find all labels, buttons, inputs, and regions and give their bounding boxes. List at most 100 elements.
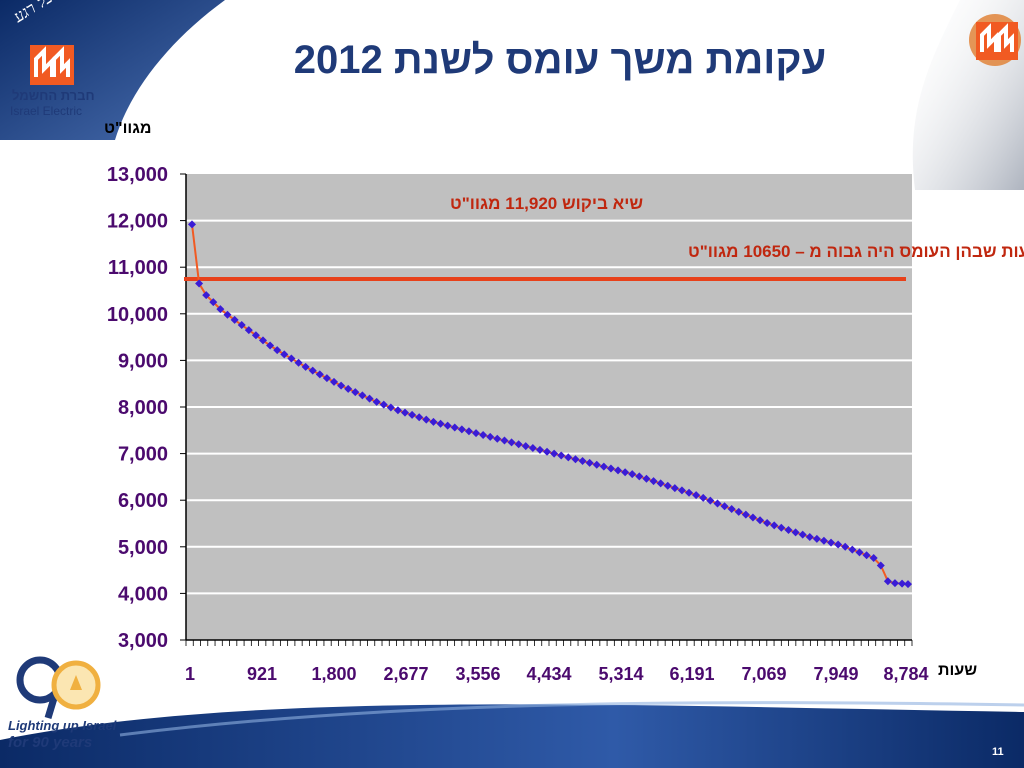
data-point bbox=[599, 462, 608, 471]
data-point bbox=[401, 408, 410, 417]
data-point bbox=[408, 410, 417, 419]
slide-number: 11 bbox=[992, 746, 1004, 758]
data-point bbox=[635, 472, 644, 481]
data-point bbox=[472, 429, 481, 438]
company-name-english: Israel Electric bbox=[10, 104, 83, 118]
y-tick-label: 3,000 bbox=[118, 630, 168, 652]
x-tick-label: 1,800 bbox=[311, 664, 356, 684]
data-point bbox=[656, 479, 665, 488]
data-point bbox=[244, 326, 253, 335]
data-point bbox=[514, 440, 523, 449]
data-point bbox=[777, 523, 786, 532]
data-point bbox=[578, 457, 587, 466]
y-tick-label: 5,000 bbox=[118, 537, 168, 559]
data-point bbox=[415, 413, 424, 422]
peak-annotation: שיא ביקוש 11,920 מגוו"ט bbox=[450, 194, 643, 213]
data-point bbox=[216, 305, 225, 314]
y-tick-label: 8,000 bbox=[118, 397, 168, 419]
data-point bbox=[301, 362, 310, 371]
y-tick-label: 10,000 bbox=[107, 304, 168, 326]
data-point bbox=[699, 493, 708, 502]
data-point bbox=[677, 486, 686, 495]
data-point bbox=[890, 579, 899, 588]
data-point bbox=[663, 481, 672, 490]
data-point bbox=[237, 320, 246, 329]
anniversary-line-2: for 90 years bbox=[8, 734, 93, 751]
top-left-swoosh bbox=[0, 0, 225, 140]
data-point bbox=[315, 370, 324, 379]
y-tick-label: 12,000 bbox=[107, 211, 168, 233]
data-point bbox=[266, 341, 275, 350]
slide-title: עקומת משך עומס לשנת 2012 bbox=[293, 38, 827, 82]
data-point bbox=[827, 538, 836, 547]
y-tick-label: 4,000 bbox=[118, 583, 168, 605]
data-point bbox=[557, 451, 566, 460]
iec-logo-right-icon bbox=[976, 22, 1018, 60]
y-tick-label: 11,000 bbox=[108, 257, 168, 279]
data-point bbox=[564, 453, 573, 462]
data-point bbox=[727, 505, 736, 514]
data-point bbox=[855, 548, 864, 557]
data-point bbox=[649, 477, 658, 486]
data-point bbox=[685, 488, 694, 497]
x-tick-label: 7,069 bbox=[741, 664, 786, 684]
bottom-wave-highlight bbox=[119, 701, 1024, 737]
data-point bbox=[443, 421, 452, 430]
data-point bbox=[280, 350, 289, 359]
data-point bbox=[436, 419, 445, 428]
x-tick-label: 4,434 bbox=[526, 664, 571, 684]
data-point bbox=[386, 403, 395, 412]
data-point bbox=[706, 496, 715, 505]
data-point bbox=[230, 315, 239, 324]
data-point bbox=[351, 388, 360, 397]
data-point bbox=[273, 346, 282, 355]
anniversary-line-1: Lighting up Israel bbox=[8, 718, 117, 733]
data-point bbox=[457, 425, 466, 434]
data-point bbox=[592, 460, 601, 469]
data-point bbox=[308, 366, 317, 375]
anniversary-90-icon bbox=[16, 656, 101, 720]
data-point bbox=[535, 445, 544, 454]
data-point bbox=[223, 310, 232, 319]
x-axis-label: שעות bbox=[938, 662, 978, 679]
y-tick-label: 6,000 bbox=[118, 490, 168, 512]
data-point bbox=[422, 415, 431, 424]
y-tick-label: 13,000 bbox=[107, 164, 168, 186]
data-point bbox=[287, 354, 296, 363]
data-point bbox=[734, 507, 743, 516]
data-point bbox=[763, 519, 772, 528]
data-point bbox=[550, 449, 559, 458]
data-point bbox=[493, 434, 502, 443]
data-point bbox=[770, 521, 779, 530]
y-tick-label: 7,000 bbox=[118, 444, 168, 466]
y-tick-label: 9,000 bbox=[118, 350, 168, 372]
data-point bbox=[862, 551, 871, 560]
data-point bbox=[358, 391, 367, 400]
data-point bbox=[209, 298, 218, 307]
data-point bbox=[188, 220, 196, 229]
x-tick-label: 6,191 bbox=[669, 664, 714, 684]
x-tick-label: 5,314 bbox=[598, 664, 643, 684]
y-axis-label: מגוו"ט bbox=[104, 120, 152, 137]
data-point bbox=[834, 540, 843, 549]
data-point bbox=[294, 358, 303, 367]
x-tick-label: 1 bbox=[185, 664, 195, 684]
x-tick-label: 7,949 bbox=[813, 664, 858, 684]
data-point bbox=[330, 377, 339, 386]
x-tick-label: 8,784 bbox=[883, 664, 928, 684]
data-point bbox=[429, 417, 438, 426]
company-name-hebrew: חברת החשמל bbox=[12, 88, 95, 103]
data-point bbox=[848, 545, 857, 554]
data-point bbox=[798, 530, 807, 539]
data-point bbox=[713, 499, 722, 508]
x-tick-label: 3,556 bbox=[455, 664, 500, 684]
data-point bbox=[720, 502, 729, 511]
x-tick-label: 2,677 bbox=[383, 664, 428, 684]
data-point bbox=[500, 436, 509, 445]
data-point bbox=[614, 466, 623, 475]
iec-logo-icon bbox=[30, 45, 74, 85]
data-point bbox=[571, 455, 580, 464]
data-point bbox=[883, 577, 892, 586]
